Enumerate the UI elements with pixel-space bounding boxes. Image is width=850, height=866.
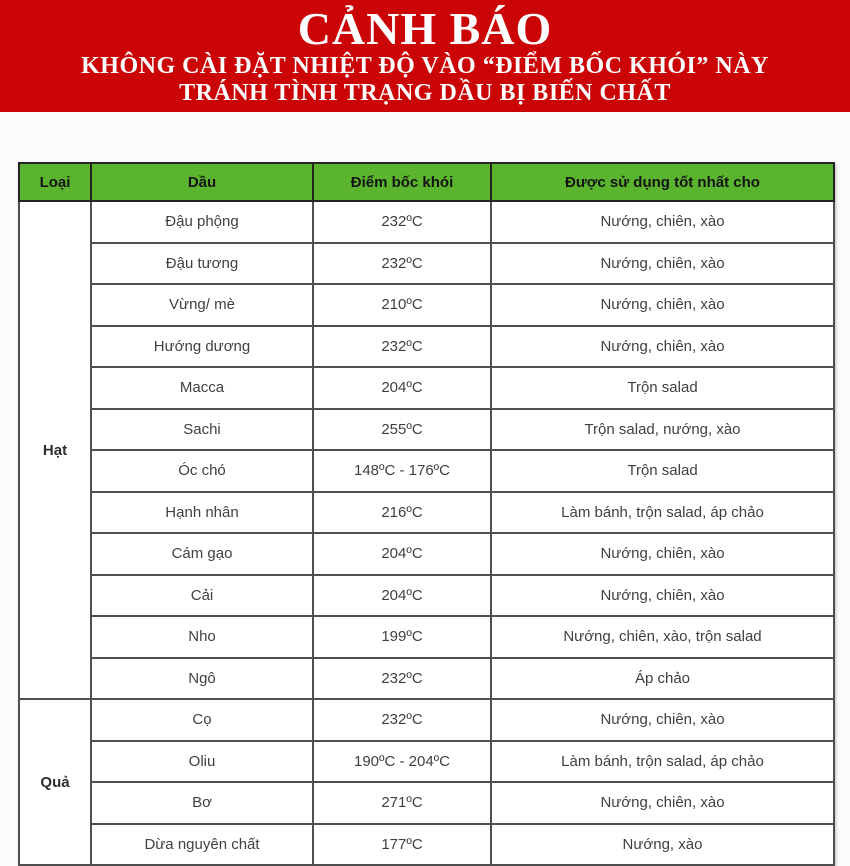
table-row: Sachi 255ºC Trộn salad, nướng, xào — [19, 407, 835, 451]
smoke-point: 204ºC — [312, 366, 492, 410]
smoke-point: 199ºC — [312, 615, 492, 659]
oil-name: Bơ — [90, 781, 314, 825]
smoke-point: 271ºC — [312, 781, 492, 825]
best-use: Nướng, chiên, xào — [490, 241, 835, 285]
best-use: Làm bánh, trộn salad, áp chảo — [490, 739, 835, 783]
column-header-oil: Dầu — [90, 162, 314, 202]
table-row: Đậu tương 232ºC Nướng, chiên, xào — [19, 241, 835, 285]
table-row: Cải 204ºC Nướng, chiên, xào — [19, 573, 835, 617]
table-row: Vừng/ mè 210ºC Nướng, chiên, xào — [19, 283, 835, 327]
banner-subtitle-2: TRÁNH TÌNH TRẠNG DẦU BỊ BIẾN CHẤT — [179, 80, 671, 106]
oil-name: Ngô — [90, 656, 314, 700]
smoke-point: 232ºC — [312, 656, 492, 700]
table-header-row: Loại Dầu Điểm bốc khói Được sử dụng tốt … — [18, 162, 835, 202]
smoke-point: 232ºC — [312, 324, 492, 368]
best-use: Trộn salad, nướng, xào — [490, 407, 835, 451]
table-row: Dừa nguyên chất 177ºC Nướng, xào — [19, 822, 835, 866]
smoke-point: 148ºC - 176ºC — [312, 449, 492, 493]
best-use: Nướng, chiên, xào — [490, 573, 835, 617]
table-row: Nho 199ºC Nướng, chiên, xào, trộn salad — [19, 615, 835, 659]
oil-smoke-point-table-wrap: Loại Dầu Điểm bốc khói Được sử dụng tốt … — [18, 162, 850, 866]
column-header-smoke-point: Điểm bốc khói — [312, 162, 492, 202]
best-use: Trộn salad — [490, 366, 835, 410]
smoke-point: 190ºC - 204ºC — [312, 739, 492, 783]
smoke-point: 232ºC — [312, 200, 492, 244]
column-header-best-use: Được sử dụng tốt nhất cho — [490, 162, 835, 202]
best-use: Nướng, chiên, xào, trộn salad — [490, 615, 835, 659]
best-use: Nướng, chiên, xào — [490, 532, 835, 576]
table-row: Oliu 190ºC - 204ºC Làm bánh, trộn salad,… — [19, 739, 835, 783]
oil-name: Cọ — [90, 698, 314, 742]
banner-title: CẢNH BÁO — [297, 3, 553, 54]
table-row: Cám gạo 204ºC Nướng, chiên, xào — [19, 532, 835, 576]
oil-name: Cám gạo — [90, 532, 314, 576]
column-header-type: Loại — [18, 162, 92, 202]
oil-name: Óc chó — [90, 449, 314, 493]
table-row: Hạt Đậu phộng 232ºC Nướng, chiên, xào — [18, 200, 835, 700]
banner-subtitle-1: KHÔNG CÀI ĐẶT NHIỆT ĐỘ VÀO “ĐIỂM BỐC KHÓ… — [81, 53, 769, 79]
oil-name: Vừng/ mè — [90, 283, 314, 327]
smoke-point: 232ºC — [312, 241, 492, 285]
table-row: Bơ 271ºC Nướng, chiên, xào — [19, 781, 835, 825]
best-use: Nướng, chiên, xào — [490, 698, 835, 742]
group-label-qua: Quả — [18, 698, 92, 866]
oil-name: Đậu tương — [90, 241, 314, 285]
oil-smoke-point-table: Loại Dầu Điểm bốc khói Được sử dụng tốt … — [18, 162, 835, 866]
group-label-hat: Hạt — [18, 200, 92, 700]
table-row: Hướng dương 232ºC Nướng, chiên, xào — [19, 324, 835, 368]
table-row: Hạnh nhân 216ºC Làm bánh, trộn salad, áp… — [19, 490, 835, 534]
oil-name: Dừa nguyên chất — [90, 822, 314, 866]
best-use: Nướng, chiên, xào — [490, 781, 835, 825]
smoke-point: 255ºC — [312, 407, 492, 451]
best-use: Làm bánh, trộn salad, áp chảo — [490, 490, 835, 534]
table-row: Quả Cọ 232ºC Nướng, chiên, xào — [18, 698, 835, 866]
oil-name: Đậu phộng — [90, 200, 314, 244]
best-use: Nướng, chiên, xào — [490, 324, 835, 368]
smoke-point: 232ºC — [312, 698, 492, 742]
oil-name: Hướng dương — [90, 324, 314, 368]
oil-name: Macca — [90, 366, 314, 410]
oil-name: Sachi — [90, 407, 314, 451]
smoke-point: 204ºC — [312, 573, 492, 617]
best-use: Nướng, chiên, xào — [490, 200, 835, 244]
table-row: Macca 204ºC Trộn salad — [19, 366, 835, 410]
smoke-point: 204ºC — [312, 532, 492, 576]
oil-name: Hạnh nhân — [90, 490, 314, 534]
warning-banner: CẢNH BÁO KHÔNG CÀI ĐẶT NHIỆT ĐỘ VÀO “ĐIỂ… — [0, 0, 850, 112]
smoke-point: 210ºC — [312, 283, 492, 327]
oil-name: Cải — [90, 573, 314, 617]
best-use: Nướng, chiên, xào — [490, 283, 835, 327]
oil-name: Nho — [90, 615, 314, 659]
oil-name: Oliu — [90, 739, 314, 783]
smoke-point: 177ºC — [312, 822, 492, 866]
table-row: Óc chó 148ºC - 176ºC Trộn salad — [19, 449, 835, 493]
smoke-point: 216ºC — [312, 490, 492, 534]
best-use: Nướng, xào — [490, 822, 835, 866]
table-row: Ngô 232ºC Áp chảo — [19, 656, 835, 700]
best-use: Trộn salad — [490, 449, 835, 493]
best-use: Áp chảo — [490, 656, 835, 700]
